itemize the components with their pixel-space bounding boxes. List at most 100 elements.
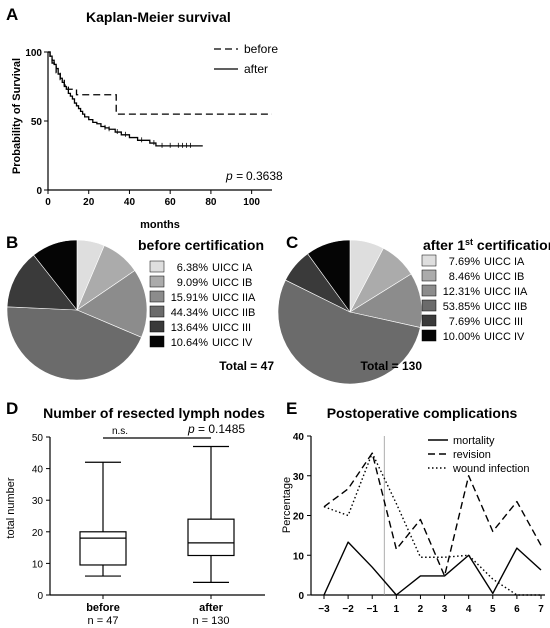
km-x-tick-label: 0 — [45, 197, 51, 208]
panel-a-km-chart: Kaplan-Meier survival Probability of Sur… — [11, 9, 283, 231]
panel-d-boxplot: Number of resected lymph nodes total num… — [5, 405, 265, 627]
km-line-after — [48, 51, 203, 147]
pie-b-slices — [6, 239, 148, 381]
box-y-tick-label: 20 — [32, 528, 44, 539]
km-y-tick-label: 0 — [36, 186, 42, 197]
comp-x-tick-label: 6 — [514, 604, 520, 615]
pie-c-legend-label-uicc-iv: UICC IV — [484, 331, 525, 343]
comp-legend-label-revision: revision — [453, 449, 491, 461]
box-iqr-before — [79, 531, 127, 566]
km-legend-label-after: after — [244, 62, 268, 76]
pie-b-legend-swatch-uicc-ia — [149, 260, 165, 273]
box-group-n-before: n = 47 — [88, 615, 119, 627]
panel-letter-b: B — [6, 233, 18, 252]
pie-b-legend-label-uicc-iib: UICC IIB — [212, 307, 255, 319]
pie-c-legend-pct-uicc-ia: 7.69% — [449, 256, 480, 268]
pie-c-title: after 1st certification — [423, 237, 550, 253]
comp-y-tick-label: 30 — [293, 472, 305, 483]
panel-c-pie-after: after 1st certification 7.69% UICC IA 8.46… — [277, 237, 550, 385]
pie-c-legend-label-uicc-iib: UICC IIB — [484, 301, 527, 313]
comp-x-tick-label: 1 — [394, 604, 400, 615]
km-x-axis-label: months — [140, 219, 180, 231]
box-title: Number of resected lymph nodes — [43, 405, 265, 421]
comp-y-tick-label: 20 — [293, 512, 305, 523]
box-y-tick-label: 0 — [37, 591, 43, 602]
pie-c-legend-label-uicc-iii: UICC III — [484, 316, 523, 328]
km-p-label: p = — [225, 169, 243, 183]
km-legend: before after — [214, 42, 278, 76]
pie-c-legend-swatch-uicc-iib — [421, 299, 437, 312]
pie-b-legend-swatch-uicc-iib — [149, 305, 165, 318]
pie-c-legend-swatch-uicc-iia — [421, 284, 437, 297]
km-y-axis-label: Probability of Survival — [11, 58, 23, 174]
pie-c-legend-pct-uicc-ib: 8.46% — [449, 271, 480, 283]
km-series — [48, 51, 272, 148]
box-y-tick-label: 10 — [32, 559, 44, 570]
comp-legend-label-mortality: mortality — [453, 435, 495, 447]
comp-legend-label-wound-infection: wound infection — [452, 463, 529, 475]
km-p-value: 0.3638 — [246, 169, 283, 183]
pie-b-legend-label-uicc-iii: UICC III — [212, 322, 251, 334]
box-p-value: = 0.1485 — [195, 422, 246, 436]
comp-x-tick-label: −3 — [318, 604, 330, 615]
pie-c-title-rest: certification — [473, 237, 550, 253]
comp-line-revision — [323, 452, 542, 577]
comp-y-tick-label: 0 — [298, 591, 304, 602]
pie-c-legend-swatch-uicc-ia — [421, 254, 437, 267]
pie-c-legend-pct-uicc-iib: 53.85% — [443, 301, 481, 313]
panel-letter-c: C — [286, 233, 298, 252]
comp-legend: mortality revision wound infection — [428, 435, 529, 475]
comp-x-tick-label: 4 — [466, 604, 472, 615]
comp-axes: 0 10 20 30 40 −3 −2 −1 1 2 3 4 5 6 7 — [293, 432, 545, 615]
comp-y-tick-label: 10 — [293, 551, 305, 562]
comp-x-tick-label: 3 — [442, 604, 448, 615]
pie-b-slice-uicc-iia — [76, 270, 148, 338]
pie-b-slice-uicc-iii — [6, 254, 78, 311]
pie-c-slices — [277, 239, 423, 385]
pie-c-legend-pct-uicc-iii: 7.69% — [449, 316, 480, 328]
box-p-text: p = 0.1485 — [187, 422, 245, 436]
panel-letter-d: D — [6, 399, 18, 418]
pie-b-legend-swatch-uicc-iii — [149, 320, 165, 333]
pie-c-legend-label-uicc-ib: UICC IB — [484, 271, 524, 283]
km-title: Kaplan-Meier survival — [86, 9, 231, 25]
panel-b-pie-before: before certification 6.38% UICC IA 9.09% UI… — [6, 237, 274, 381]
box-sig-label: n.s. — [112, 426, 128, 437]
pie-c-legend-pct-uicc-iia: 12.31% — [443, 286, 481, 298]
comp-x-tick-label: 2 — [418, 604, 424, 615]
comp-line-mortality — [323, 541, 542, 596]
pie-b-legend-pct-uicc-iib: 44.34% — [171, 307, 209, 319]
km-x-tick-label: 60 — [165, 197, 177, 208]
pie-b-legend-pct-uicc-iii: 13.64% — [171, 322, 209, 334]
pie-b-legend-label-uicc-iia: UICC IIA — [212, 292, 256, 304]
pie-c-legend-label-uicc-iia: UICC IIA — [484, 286, 528, 298]
pie-c-legend-pct-uicc-iv: 10.00% — [443, 331, 481, 343]
pie-b-legend-pct-uicc-iv: 10.64% — [171, 337, 209, 349]
box-y-axis-label: total number — [5, 477, 17, 538]
pie-b-total: Total = 47 — [219, 359, 274, 373]
km-legend-label-before: before — [244, 42, 278, 56]
box-axes: 0 10 20 30 40 50 — [32, 433, 265, 602]
pie-c-legend-swatch-uicc-iii — [421, 314, 437, 327]
box-iqr-after — [187, 518, 235, 557]
km-line-before — [48, 51, 272, 115]
pie-c-legend-swatch-uicc-iv — [421, 329, 437, 342]
comp-x-tick-label: −1 — [367, 604, 379, 615]
pie-b-slice-uicc-iv — [33, 239, 78, 311]
km-y-tick-label: 100 — [25, 48, 42, 59]
pie-c-slice-uicc-iv — [307, 239, 351, 313]
km-x-tick-label: 80 — [205, 197, 217, 208]
pie-b-legend-label-uicc-iv: UICC IV — [212, 337, 253, 349]
panel-letter-a: A — [6, 5, 18, 24]
pie-b-legend-swatch-uicc-ib — [149, 275, 165, 288]
pie-c-total: Total = 130 — [361, 359, 423, 373]
km-x-tick-label: 40 — [124, 197, 136, 208]
box-group-n-after: n = 130 — [192, 615, 229, 627]
comp-y-axis-label: Percentage — [281, 477, 293, 533]
pie-b-slice-uicc-iib — [6, 306, 142, 381]
box-group-name-after: after — [199, 602, 224, 614]
